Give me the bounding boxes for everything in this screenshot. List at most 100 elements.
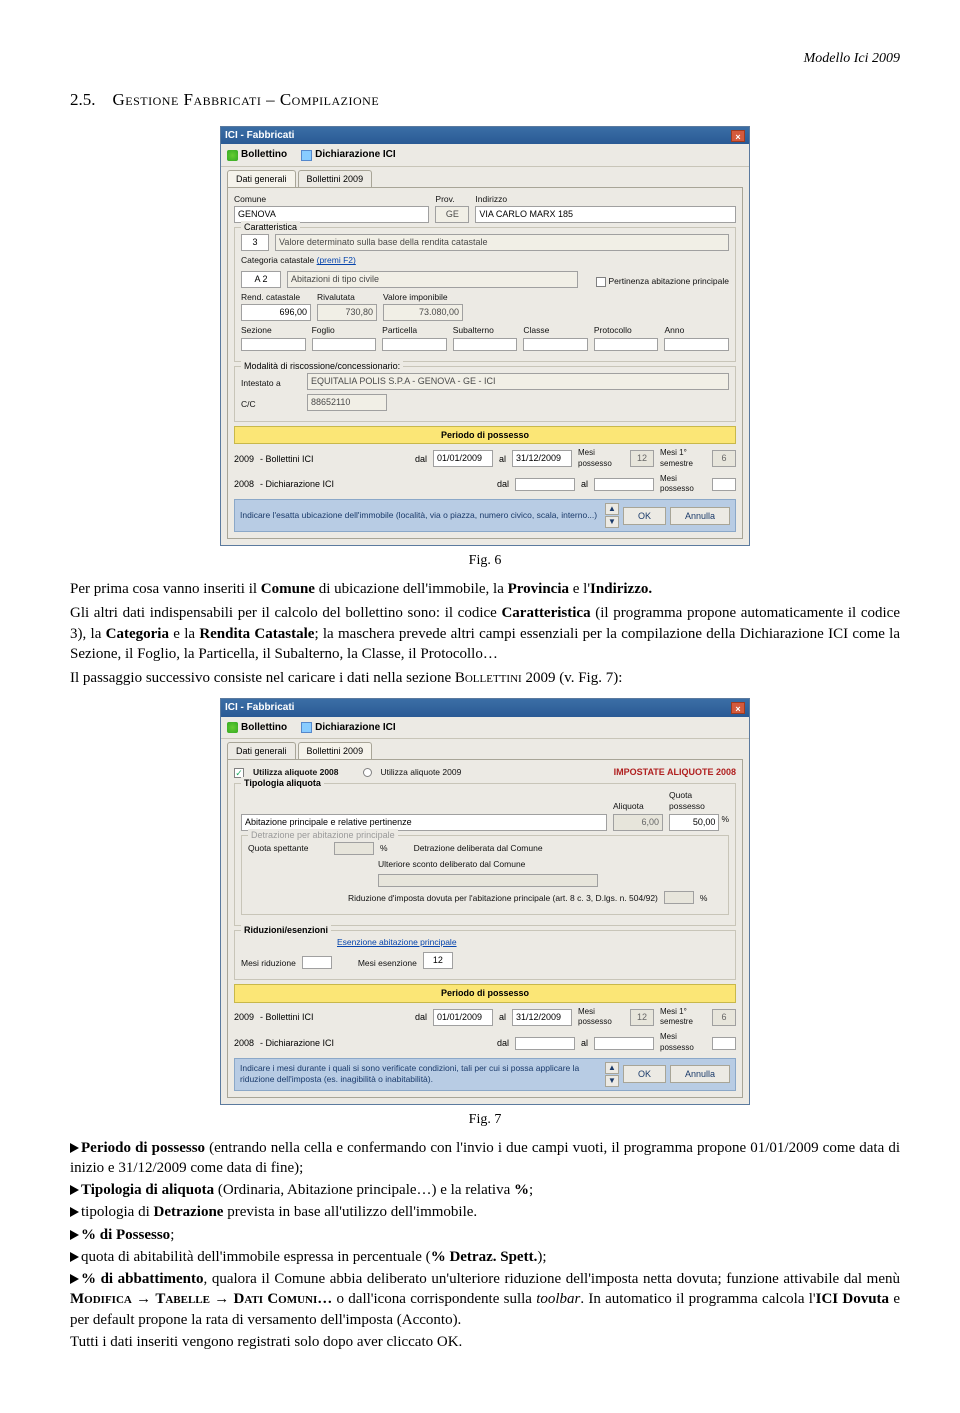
al2-field[interactable] — [594, 1037, 654, 1050]
prov-field: GE — [435, 206, 469, 223]
rendita-field[interactable]: 696,00 — [241, 304, 311, 321]
subalterno-label: Subalterno — [453, 325, 518, 336]
periodo-title: Periodo di possesso — [234, 984, 736, 1002]
sezione-label: Sezione — [241, 325, 306, 336]
fig7-titlebar: ICI - Fabbricati × — [221, 699, 749, 717]
up-icon[interactable]: ▲ — [605, 503, 619, 515]
al-field[interactable]: 31/12/2009 — [512, 1009, 572, 1026]
fig6-caption: Fig. 6 — [70, 552, 900, 571]
categoria-desc: Abitazioni di tipo civile — [287, 271, 578, 288]
mesi-rid-label: Mesi riduzione — [241, 958, 296, 969]
periodo-2009-desc: - Bollettini ICI — [260, 453, 314, 465]
tipologia-title: Tipologia aliquota — [241, 777, 324, 789]
down-icon[interactable]: ▼ — [605, 516, 619, 528]
triangle-icon — [70, 1185, 79, 1195]
subalterno-field[interactable] — [453, 338, 518, 351]
foglio-field[interactable] — [312, 338, 377, 351]
cc-field: 88652110 — [307, 394, 387, 411]
mesi-poss-field: 12 — [630, 450, 654, 467]
ok-button[interactable]: OK — [623, 507, 666, 525]
close-icon[interactable]: × — [731, 130, 745, 142]
annulla-button[interactable]: Annulla — [670, 1065, 730, 1083]
mesi-sem-label: Mesi 1° semestre — [660, 1007, 706, 1029]
bollettino-button[interactable]: Bollettino — [227, 721, 287, 735]
tab-dati-generali[interactable]: Dati generali — [227, 170, 296, 187]
bullet-possesso: % di Possesso; — [70, 1225, 900, 1245]
mesi-poss2-field[interactable] — [712, 478, 736, 491]
intestato-label: Intestato a — [241, 378, 301, 389]
rivalutata-label: Rivalutata — [317, 292, 377, 303]
dichiarazione-button[interactable]: Dichiarazione ICI — [301, 721, 396, 735]
quota-field[interactable]: 50,00 — [669, 814, 719, 831]
al-label: al — [499, 1011, 506, 1023]
esenzione-link[interactable]: Esenzione abitazione principale — [337, 937, 457, 948]
pertinenza-label: Pertinenza abitazione principale — [609, 276, 730, 287]
dal-label: dal — [415, 453, 427, 465]
bullet-periodo: Periodo di possesso (entrando nella cell… — [70, 1138, 900, 1179]
tab-bollettini[interactable]: Bollettini 2009 — [298, 742, 373, 759]
caratteristica-code[interactable]: 3 — [241, 234, 269, 251]
periodo-2009-desc: - Bollettini ICI — [260, 1011, 314, 1023]
fig6-window-title: ICI - Fabbricati — [225, 129, 294, 143]
categoria-code[interactable]: A 2 — [241, 271, 281, 288]
bullet-abbattimento: % di abbattimento, qualora il Comune abb… — [70, 1269, 900, 1330]
ulteriore-label: Ulteriore sconto deliberato dal Comune — [378, 859, 525, 870]
aliquote2009-radio[interactable] — [363, 768, 372, 777]
dal-field[interactable]: 01/01/2009 — [433, 450, 493, 467]
down-icon[interactable]: ▼ — [605, 1075, 619, 1087]
dal-field[interactable]: 01/01/2009 — [433, 1009, 493, 1026]
tab-dati-generali[interactable]: Dati generali — [227, 742, 296, 759]
up-icon[interactable]: ▲ — [605, 1062, 619, 1074]
ok-button[interactable]: OK — [623, 1065, 666, 1083]
al2-field[interactable] — [594, 478, 654, 491]
mesi-ese-field[interactable]: 12 — [423, 952, 453, 969]
annulla-button[interactable]: Annulla — [670, 507, 730, 525]
periodo-title: Periodo di possesso — [234, 426, 736, 444]
tab-bollettini[interactable]: Bollettini 2009 — [298, 170, 373, 187]
fig6-toolbar: Bollettino Dichiarazione ICI — [221, 144, 749, 167]
classe-label: Classe — [523, 325, 588, 336]
cc-label: C/C — [241, 399, 301, 410]
protocollo-field[interactable] — [594, 338, 659, 351]
bullet-quota: quota di abitabilità dell'immobile espre… — [70, 1247, 900, 1267]
mesi-poss2-field[interactable] — [712, 1037, 736, 1050]
dal-label: dal — [415, 1011, 427, 1023]
bollettino-button[interactable]: Bollettino — [227, 148, 287, 162]
bullet-detrazione: tipologia di Detrazione prevista in base… — [70, 1202, 900, 1222]
detrazione-title: Detrazione per abitazione principale — [248, 829, 398, 841]
dal2-label: dal — [497, 1037, 509, 1049]
fig6-titlebar: ICI - Fabbricati × — [221, 127, 749, 145]
anno-label: Anno — [664, 325, 729, 336]
close-icon[interactable]: × — [731, 702, 745, 714]
indirizzo-field[interactable]: VIA CARLO MARX 185 — [475, 206, 736, 223]
periodo-2009-year: 2009 — [234, 1011, 254, 1023]
triangle-icon — [70, 1207, 79, 1217]
riduzione-label: Riduzione d'imposta dovuta per l'abitazi… — [348, 893, 658, 904]
sezione-field[interactable] — [241, 338, 306, 351]
triangle-icon — [70, 1143, 79, 1153]
mesi-rid-field[interactable] — [302, 956, 332, 969]
dal2-field[interactable] — [515, 1037, 575, 1050]
fig7-toolbar: Bollettino Dichiarazione ICI — [221, 717, 749, 740]
periodo-2009-year: 2009 — [234, 453, 254, 465]
pertinenza-checkbox[interactable] — [596, 277, 606, 287]
classe-field[interactable] — [523, 338, 588, 351]
quota-spett-label: Quota spettante — [248, 843, 328, 854]
fig6-footer-note: Indicare l'esatta ubicazione dell'immobi… — [240, 510, 597, 521]
al2-label: al — [581, 478, 588, 490]
particella-field[interactable] — [382, 338, 447, 351]
particella-label: Particella — [382, 325, 447, 336]
dichiarazione-button[interactable]: Dichiarazione ICI — [301, 148, 396, 162]
mesi-poss2-label: Mesi possesso — [660, 474, 706, 496]
intestato-field: EQUITALIA POLIS S.P.A - GENOVA - GE - IC… — [307, 373, 729, 390]
mesi-poss-label: Mesi possesso — [578, 1007, 624, 1029]
pct2: % — [700, 893, 708, 904]
fig7-tabs: Dati generali Bollettini 2009 — [221, 742, 749, 759]
dal2-field[interactable] — [515, 478, 575, 491]
fig7-panel: Utilizza aliquote 2008 Utilizza aliquote… — [227, 759, 743, 1097]
fig7-window: ICI - Fabbricati × Bollettino Dichiarazi… — [220, 698, 750, 1104]
anno-field[interactable] — [664, 338, 729, 351]
mesi-poss2-label: Mesi possesso — [660, 1032, 706, 1054]
al-field[interactable]: 31/12/2009 — [512, 450, 572, 467]
page-header: Modello Ici 2009 — [70, 50, 900, 69]
